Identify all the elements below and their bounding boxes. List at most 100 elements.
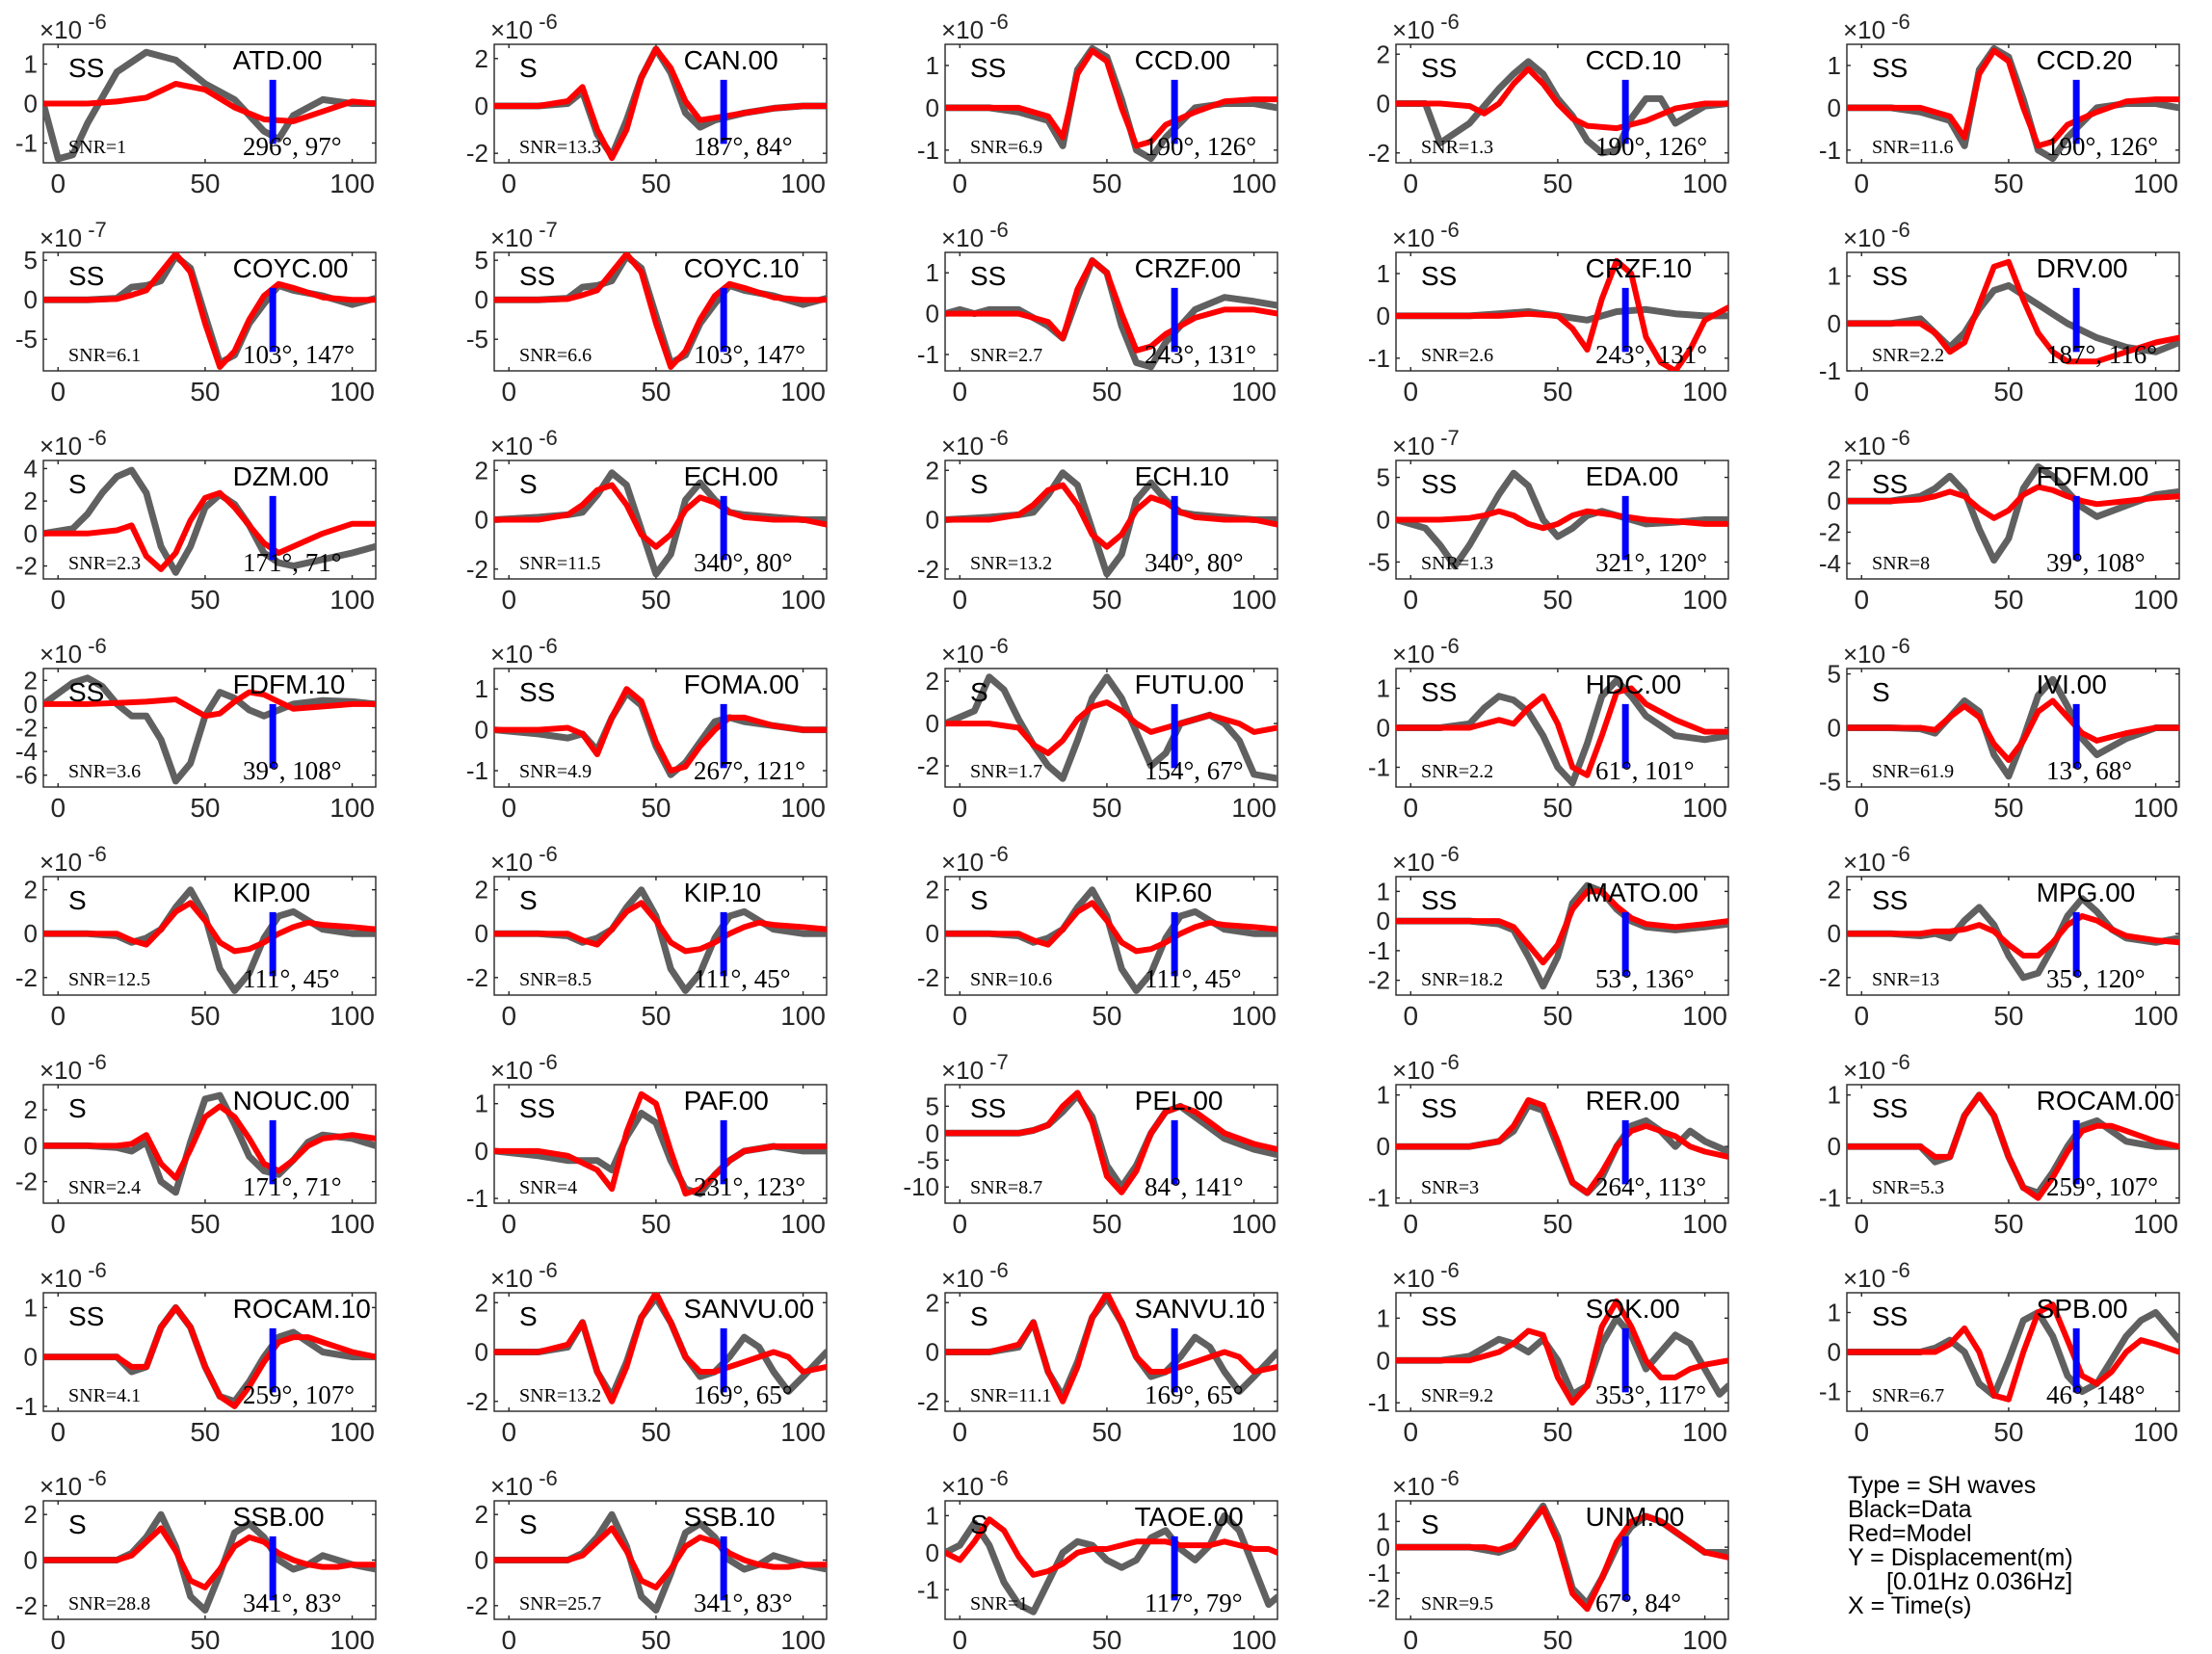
panel-rocam-00: 0 50 100 1 0 -1 ×10 -6 ROCAM.00 SS SNR=5.3 259°, 1… [1819,1050,2180,1239]
y-tick-label: 1 [1828,51,1841,80]
y-tick-label: 2 [926,876,939,905]
snr-label: SNR=13.2 [970,553,1052,574]
x-tick-label: 0 [1854,169,1869,198]
y-tick-label: -2 [15,963,38,992]
model-trace [494,1525,827,1590]
x-tick-label: 0 [1854,1417,1869,1447]
azimuth-label: 169°, 65° [1145,1380,1244,1409]
x-tick-label: 100 [1231,1417,1277,1447]
axes-box [42,1292,377,1412]
x-tick-label: 100 [780,1625,826,1649]
y-tick-label: 1 [475,1090,488,1118]
panel-ssb-00: 0 50 100 2 0 -2 ×10 -6 SSB.00 S SNR=28.8 341°, 83° [15,1466,377,1654]
station-label: SOK.00 [1586,1294,1680,1324]
y-tick-label: 0 [1828,1338,1841,1367]
station-label: CRZF.10 [1586,253,1692,283]
snr-label: SNR=11.6 [1872,137,1953,158]
y-tick-label: 1 [1828,1299,1841,1327]
snr-label: SNR=3 [1421,1177,1479,1198]
y-tick-label: 1 [1377,1507,1390,1536]
x-tick-label: 100 [329,377,375,407]
station-label: PEL.00 [1135,1086,1224,1116]
station-label: ROCAM.00 [2037,1086,2174,1116]
panel-rocam-10: 0 50 100 1 0 -1 ×10 -6 ROCAM.10 SS SNR=4.1 259°, 1… [15,1258,377,1447]
snr-label: SNR=8.7 [970,1177,1042,1198]
model-trace [43,252,376,370]
plot-area [1396,469,1728,570]
phase-label: S [519,1301,538,1331]
y-tick-label: 1 [926,51,939,80]
y-exponent: ×10 -6 [1843,1258,1910,1293]
y-tick-label: -4 [15,737,38,766]
phase-label: S [68,885,87,915]
x-tick-label: 0 [1854,1209,1869,1239]
snr-label: SNR=2.3 [68,553,141,574]
y-tick-label: -1 [1368,344,1390,373]
phase-label: SS [519,261,555,291]
x-tick-label: 0 [1854,377,1869,407]
y-tick-label: 0 [1377,1533,1390,1562]
x-tick-label: 50 [190,1001,220,1031]
x-tick-label: 0 [50,1417,66,1447]
station-label: SPB.00 [2037,1294,2128,1324]
x-tick-label: 0 [1403,793,1418,823]
x-tick-label: 50 [1092,1417,1121,1447]
x-tick-label: 50 [1542,585,1572,615]
station-label: ECH.10 [1135,461,1229,491]
station-label: KIP.00 [233,878,310,907]
azimuth-label: 187°, 84° [694,132,793,161]
x-tick-label: 100 [780,1417,826,1447]
y-tick-label: 2 [475,1500,488,1529]
phase-label: S [68,1093,87,1123]
station-label: CRZF.00 [1135,253,1241,283]
snr-label: SNR=11.5 [519,553,600,574]
snr-label: SNR=25.7 [519,1593,601,1615]
azimuth-label: 111°, 45° [1145,964,1242,993]
y-tick-label: 2 [24,876,38,905]
y-tick-label: -2 [917,751,939,780]
plot-area [1396,881,1728,990]
y-tick-label: 0 [926,709,939,738]
x-tick-label: 50 [1993,377,2023,407]
x-tick-label: 0 [501,169,516,198]
y-tick-label: -1 [917,1575,939,1604]
y-tick-label: 0 [1377,90,1390,118]
x-tick-label: 50 [1993,793,2023,823]
azimuth-label: 231°, 123° [694,1172,805,1201]
snr-label: SNR=11.1 [970,1385,1051,1406]
model-trace [1396,685,1728,778]
phase-label: SS [1421,261,1457,291]
x-tick-label: 0 [501,1625,516,1649]
y-tick-label: 0 [1828,1132,1841,1161]
x-tick-label: 100 [780,377,826,407]
phase-label: S [970,469,988,499]
phase-label: S [970,885,988,915]
model-trace [1396,888,1728,966]
y-tick-label: 2 [475,456,488,485]
phase-label: S [970,677,988,707]
station-label: SANVU.10 [1135,1294,1265,1324]
azimuth-label: 61°, 101° [1595,756,1695,785]
azimuth-label: 341°, 83° [694,1588,793,1617]
x-tick-label: 50 [641,1001,671,1031]
y-tick-label: 0 [1828,309,1841,338]
y-tick-label: -2 [15,1591,38,1620]
azimuth-label: 264°, 113° [1595,1172,1706,1201]
y-tick-label: 1 [926,258,939,287]
plot-area [945,1090,1277,1195]
x-tick-label: 0 [1403,1209,1418,1239]
azimuth-label: 267°, 121° [694,756,805,785]
x-tick-label: 100 [780,793,826,823]
x-tick-label: 0 [1403,169,1418,198]
phase-label: SS [1872,1093,1908,1123]
phase-label: S [1872,677,1890,707]
x-tick-label: 0 [952,1209,967,1239]
y-exponent: ×10 -6 [941,842,1009,877]
phase-label: S [68,469,87,499]
phase-label: SS [1421,1301,1457,1331]
legend-x: X = Time(s) [1848,1592,1972,1619]
legend-red: Red=Model [1848,1520,1972,1547]
legend: Type = SH waves Black=Data Red=Model Y =… [1848,1474,2204,1618]
